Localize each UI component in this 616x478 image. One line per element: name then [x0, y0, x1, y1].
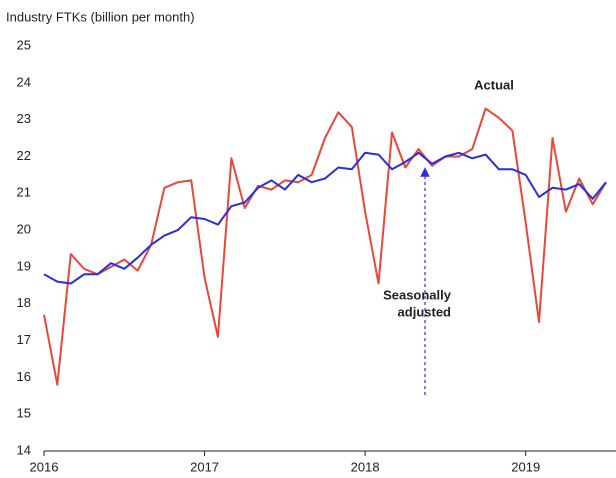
y-tick-label: 21	[17, 185, 31, 200]
annotation: Actual	[474, 77, 514, 92]
x-tick-label: 2016	[30, 459, 59, 474]
y-tick-label: 20	[17, 222, 31, 237]
y-tick-label: 15	[17, 406, 31, 421]
y-tick-label: 17	[17, 332, 31, 347]
x-tick-label: 2019	[511, 459, 540, 474]
annotation: adjusted	[398, 304, 452, 319]
y-tick-label: 18	[17, 295, 31, 310]
y-axis-label: Industry FTKs (billion per month)	[6, 9, 195, 24]
series-line	[43, 107, 607, 386]
y-tick-label: 23	[17, 111, 31, 126]
series-line	[43, 151, 607, 285]
y-tick-label: 16	[17, 369, 31, 384]
y-tick-label: 19	[17, 258, 31, 273]
x-tick-label: 2017	[190, 459, 219, 474]
annotation: Seasonally	[383, 287, 452, 302]
y-tick-label: 22	[17, 148, 31, 163]
y-tick-label: 14	[17, 442, 31, 457]
y-tick-label: 24	[17, 74, 31, 89]
x-tick-label: 2018	[351, 459, 380, 474]
y-tick-label: 25	[17, 37, 31, 52]
